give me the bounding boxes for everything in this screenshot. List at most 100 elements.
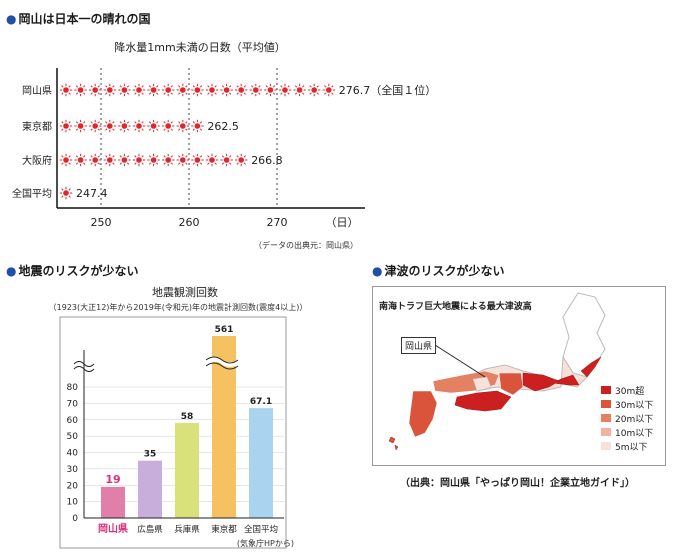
sun-ray xyxy=(258,85,261,88)
sun-ray xyxy=(287,92,290,95)
sun-ray xyxy=(112,121,115,124)
sun-ray xyxy=(134,128,137,131)
sun-ray xyxy=(61,92,64,95)
sun-icon xyxy=(103,83,116,97)
sun-ray xyxy=(75,155,79,158)
sun-ray xyxy=(61,188,64,191)
sun-icon xyxy=(59,186,73,200)
sun-ray xyxy=(97,92,100,95)
legend-item: 5m以下 xyxy=(601,439,653,453)
sun-ray xyxy=(105,92,108,95)
sun-icon xyxy=(132,119,146,133)
earthquake-y-tick: 10 xyxy=(67,498,79,508)
earthquake-category-label: 岡山県 xyxy=(98,522,128,535)
sun-ray xyxy=(148,155,152,158)
sun-core xyxy=(326,87,332,93)
sunny-value-label: 266.8 xyxy=(251,154,283,167)
sun-ray xyxy=(68,121,71,124)
sun-icon xyxy=(103,153,116,167)
sun-ray xyxy=(90,121,93,124)
legend-swatch xyxy=(601,386,611,394)
sun-ray xyxy=(302,85,305,88)
sun-core xyxy=(107,123,113,129)
sun-icon xyxy=(132,153,146,167)
sun-core xyxy=(121,87,128,93)
sun-ray xyxy=(97,121,100,124)
sun-core xyxy=(63,87,69,93)
sun-ray xyxy=(83,162,86,165)
sun-ray xyxy=(243,85,246,88)
map-pacific-coast xyxy=(552,356,602,386)
sun-ray xyxy=(126,85,130,88)
bullet-icon: ● xyxy=(6,264,17,278)
sun-ray xyxy=(324,85,327,88)
sun-icon xyxy=(235,153,248,167)
sun-ray xyxy=(90,92,93,95)
sunny-value-label: 247.4 xyxy=(76,187,108,200)
sun-ray xyxy=(105,85,108,88)
sun-ray xyxy=(163,155,166,158)
sun-ray xyxy=(105,155,108,158)
sun-ray xyxy=(170,92,173,95)
sun-core xyxy=(136,123,142,129)
sun-icon xyxy=(147,153,160,167)
legend-item: 30m超 xyxy=(601,383,653,397)
sun-ray xyxy=(265,85,268,88)
sunny-category-label: 全国平均 xyxy=(12,187,52,200)
tsunami-legend: 30m超 30m以下 20m以下 10m以下 5m以下 xyxy=(601,383,653,453)
sun-ray xyxy=(105,162,108,165)
sun-ray xyxy=(236,162,239,165)
sun-core xyxy=(238,157,244,163)
sun-ray xyxy=(75,85,79,88)
sun-ray xyxy=(126,162,130,165)
sunny-source: （データの出典元：岡山県） xyxy=(254,240,358,250)
legend-swatch xyxy=(601,442,611,450)
sun-ray xyxy=(90,155,93,158)
sun-icon xyxy=(162,83,175,97)
legend-item: 10m以下 xyxy=(601,425,653,439)
earthquake-y-tick: 20 xyxy=(67,481,79,491)
sun-ray xyxy=(156,121,159,124)
bullet-icon: ● xyxy=(6,12,17,26)
bullet-icon: ● xyxy=(372,264,383,278)
legend-swatch xyxy=(601,428,611,436)
sunny-x-tick: 250 xyxy=(91,216,112,229)
sun-core xyxy=(121,157,128,163)
sun-ray xyxy=(112,162,115,165)
sun-ray xyxy=(90,85,93,88)
sun-core xyxy=(63,190,69,196)
sun-ray xyxy=(75,128,79,131)
sun-ray xyxy=(141,155,144,158)
sunny-x-ticks: 250 260 270 xyxy=(91,216,288,229)
sun-ray xyxy=(178,128,181,131)
callout-line xyxy=(434,344,486,378)
legend-label: 20m以下 xyxy=(615,414,654,425)
sun-icon xyxy=(220,83,233,97)
sun-icon xyxy=(191,83,204,97)
legend-label: 10m以下 xyxy=(615,428,654,439)
sun-ray xyxy=(178,121,181,124)
sun-ray xyxy=(170,155,173,158)
sun-ray xyxy=(148,162,152,165)
tsunami-map-panel: 南海トラフ巨大地震による最大津波高 岡山県 30m超 30m以下 20m以下 10m以… xyxy=(372,286,666,466)
sun-ray xyxy=(97,85,100,88)
sun-core xyxy=(209,157,215,163)
sun-ray xyxy=(199,155,203,158)
sun-icon xyxy=(205,153,219,167)
tsunami-map-title: 南海トラフ巨大地震による最大津波高 xyxy=(379,302,532,312)
legend-label: 30m超 xyxy=(615,386,645,397)
sun-ray xyxy=(61,195,64,198)
sun-ray xyxy=(148,121,152,124)
sun-ray xyxy=(156,85,159,88)
heading-sunny-text: 岡山は日本一の晴れの国 xyxy=(18,12,151,26)
sunny-category-label: 東京都 xyxy=(22,120,52,133)
sun-ray xyxy=(258,92,261,95)
earthquake-y-tick: 0 xyxy=(72,514,78,524)
sun-icon xyxy=(191,153,204,167)
sun-ray xyxy=(294,92,298,95)
sun-ray xyxy=(207,92,210,95)
sun-ray xyxy=(243,162,246,165)
earthquake-category-label: 兵庫県 xyxy=(174,524,200,535)
map-honshu-north xyxy=(562,292,606,378)
